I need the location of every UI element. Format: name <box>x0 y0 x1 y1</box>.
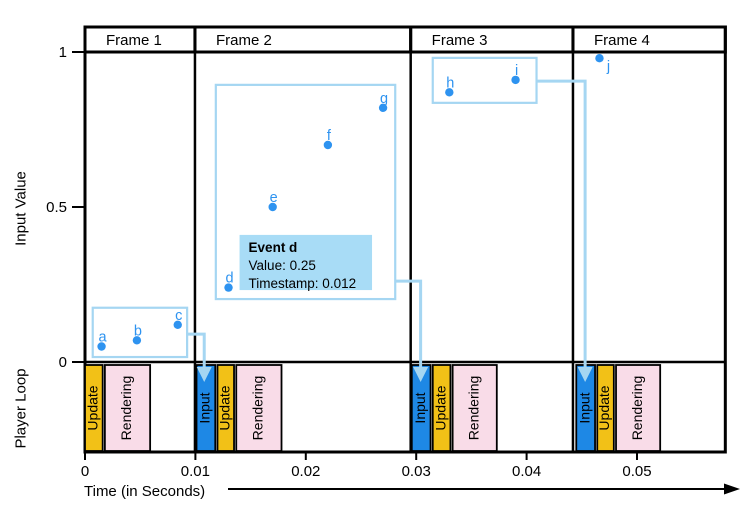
tooltip-line: Timestamp: 0.012 <box>249 276 357 291</box>
x-axis-title: Time (in Seconds) <box>84 483 206 500</box>
player-loop-bar-rendering <box>451 364 498 452</box>
player-loop-bar-update <box>216 364 235 452</box>
event-group-box <box>91 306 189 359</box>
x-tick-label: 0.04 <box>512 463 541 480</box>
event-point-c[interactable] <box>173 320 182 329</box>
tooltip-line: Value: 0.25 <box>249 258 316 273</box>
event-point-g[interactable] <box>378 103 388 113</box>
event-label-e: e <box>270 190 278 206</box>
player-loop-bar-label: Update <box>216 385 232 430</box>
event-label-c: c <box>175 308 182 324</box>
frame-label: Frame 3 <box>432 32 488 49</box>
frame-label: Frame 4 <box>594 32 650 49</box>
player-loop-bar-update <box>596 364 615 452</box>
tooltip <box>239 234 373 291</box>
arrow-down-icon <box>577 367 593 382</box>
player-loop-bar-label: Rendering <box>250 376 266 441</box>
event-label-i: i <box>515 63 518 79</box>
event-point-i[interactable] <box>511 75 520 85</box>
player-loop-axis-title: Player Loop <box>12 368 30 449</box>
player-loop-bar-update <box>431 364 452 452</box>
player-loop-bar-label: Input <box>197 392 213 423</box>
player-loop-bar-label: Input <box>412 392 428 423</box>
event-label-b: b <box>134 323 142 339</box>
player-loop-bar-rendering <box>103 364 152 452</box>
player-loop-bar-rendering <box>235 364 283 452</box>
event-point-j[interactable] <box>595 54 604 63</box>
event-label-g: g <box>380 91 388 107</box>
event-label-j: j <box>606 59 610 75</box>
group-arrow-line <box>187 332 206 368</box>
x-tick-label: 0 <box>81 463 89 480</box>
frame-label: Frame 1 <box>106 32 162 49</box>
x-tick-label: 0.02 <box>291 463 320 480</box>
y-tick-label: 0.5 <box>46 199 67 216</box>
player-loop-bar-label: Rendering <box>465 376 481 441</box>
event-point-h[interactable] <box>445 88 454 97</box>
player-loop-bar-label: Update <box>432 385 448 430</box>
event-label-h: h <box>446 75 454 91</box>
player-loop-bar-input <box>195 364 217 452</box>
event-group-box <box>214 83 397 301</box>
arrow-down-icon <box>196 367 212 382</box>
x-tick-label: 0.05 <box>622 463 651 480</box>
event-label-f: f <box>327 128 332 144</box>
player-loop-bar-label: Rendering <box>629 376 645 441</box>
tooltip-title: Event d <box>249 240 298 255</box>
player-loop-bar-update <box>84 364 104 452</box>
arrow-down-icon <box>413 367 429 382</box>
player-loop-bar-label: Update <box>596 385 612 430</box>
event-point-e[interactable] <box>268 202 277 212</box>
x-tick-label: 0.03 <box>402 463 431 480</box>
group-arrow-line <box>395 279 423 368</box>
plot-border <box>83 25 727 454</box>
player-loop-bar-label: Input <box>576 392 592 423</box>
y-tick-label: 0 <box>59 354 67 371</box>
player-loop-bar-label: Update <box>85 385 101 430</box>
event-label-d: d <box>225 271 233 287</box>
player-loop-bar-label: Rendering <box>118 376 134 441</box>
y-tick-label: 1 <box>59 44 67 61</box>
group-arrow-line <box>536 79 587 368</box>
y-axis-title: Input Value <box>12 171 30 246</box>
event-point-f[interactable] <box>323 140 333 150</box>
frame-label: Frame 2 <box>216 32 272 49</box>
event-label-a: a <box>99 330 108 346</box>
event-point-d[interactable] <box>224 283 233 292</box>
event-point-b[interactable] <box>132 336 142 345</box>
player-loop-bar-rendering <box>615 364 662 452</box>
event-point-a[interactable] <box>97 342 106 351</box>
arrow-right-icon <box>724 483 740 495</box>
x-tick-label: 0.01 <box>181 463 210 480</box>
